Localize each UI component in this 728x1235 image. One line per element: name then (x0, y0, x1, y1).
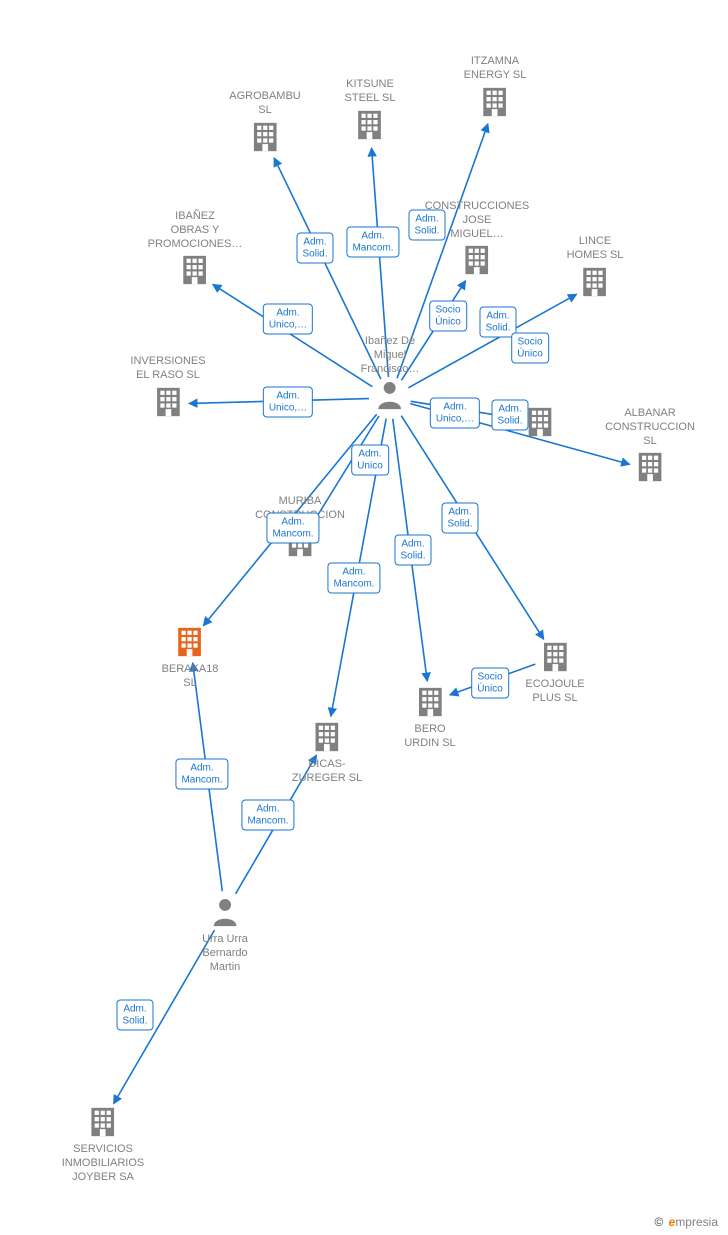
edge-label: Adm. Mancom. (241, 800, 294, 831)
node-dicas[interactable]: DICAS- ZUREGER SL (292, 720, 362, 786)
building-icon (404, 685, 455, 719)
node-label: DICAS- ZUREGER SL (292, 758, 362, 786)
edge-label: Socio Único (429, 301, 467, 332)
building-icon (292, 720, 362, 754)
building-icon (567, 265, 624, 299)
node-label: SERVICIOS INMOBILIARIOS JOYBER SA (62, 1143, 145, 1184)
watermark: © empresia (654, 1215, 718, 1229)
person-icon (361, 378, 420, 412)
edge-label: Adm. Solid. (296, 233, 333, 264)
edge-line (213, 284, 373, 386)
node-inv_raso[interactable]: INVERSIONES EL RASO SL (130, 355, 205, 419)
node-label: BERAKA18 SL (162, 663, 219, 691)
edge-label: Socio Único (511, 333, 549, 364)
edge-label: Adm. Solid. (491, 400, 528, 431)
node-label: ECOJOULE PLUS SL (525, 678, 584, 706)
node-albanar[interactable]: ALBANAR CONSTRUCCION SL (605, 407, 695, 484)
edge-label: Adm. Mancom. (327, 563, 380, 594)
edge-label: Socio Único (471, 668, 509, 699)
edges-layer (0, 0, 728, 1235)
building-icon (425, 243, 530, 277)
edge-label: Adm. Mancom. (175, 759, 228, 790)
building-icon (525, 640, 584, 674)
edge-label: Adm. Unico,… (263, 387, 313, 418)
node-label: KITSUNE STEEL SL (345, 78, 396, 106)
node-label: ITZAMNA ENERGY SL (464, 55, 527, 83)
node-label: AGROBAMBU SL (229, 90, 301, 118)
edge-label: Adm. Unico,… (263, 304, 313, 335)
edge-label: Adm. Solid. (479, 307, 516, 338)
node-person1[interactable]: Ibañez De Miguel Francisco… (361, 335, 420, 412)
building-icon (464, 85, 527, 119)
edge-label: Adm. Unico,… (430, 398, 480, 429)
node-label: Ibañez De Miguel Francisco… (361, 335, 420, 376)
node-label: IBAÑEZ OBRAS Y PROMOCIONES… (148, 210, 243, 251)
node-person2[interactable]: Urra Urra Bernardo Martin (202, 895, 248, 974)
building-icon (345, 108, 396, 142)
edge-label: Adm. Solid. (408, 210, 445, 241)
node-label: BERO URDIN SL (404, 723, 455, 751)
node-itzamna[interactable]: ITZAMNA ENERGY SL (464, 55, 527, 119)
brand-rest: mpresia (675, 1215, 718, 1229)
node-kitsune[interactable]: KITSUNE STEEL SL (345, 78, 396, 142)
node-lince[interactable]: LINCE HOMES SL (567, 235, 624, 299)
node-label: Urra Urra Bernardo Martin (202, 933, 248, 974)
node-ibanez_op[interactable]: IBAÑEZ OBRAS Y PROMOCIONES… (148, 210, 243, 287)
edge-label: Adm. Mancom. (266, 513, 319, 544)
node-agrobambu[interactable]: AGROBAMBU SL (229, 90, 301, 154)
building-icon (229, 120, 301, 154)
edge-label: Adm. Solid. (394, 535, 431, 566)
node-label: LINCE HOMES SL (567, 235, 624, 263)
node-beraka[interactable]: BERAKA18 SL (162, 625, 219, 691)
node-servicios[interactable]: SERVICIOS INMOBILIARIOS JOYBER SA (62, 1105, 145, 1184)
node-label: ALBANAR CONSTRUCCION SL (605, 407, 695, 448)
building-icon (605, 450, 695, 484)
node-bero[interactable]: BERO URDIN SL (404, 685, 455, 751)
building-icon (62, 1105, 145, 1139)
building-icon (148, 253, 243, 287)
edge-label: Adm. Solid. (441, 503, 478, 534)
building-icon (130, 385, 205, 419)
edge-label: Adm. Mancom. (346, 227, 399, 258)
node-ecojoule[interactable]: ECOJOULE PLUS SL (525, 640, 584, 706)
node-label: INVERSIONES EL RASO SL (130, 355, 205, 383)
building-icon (162, 625, 219, 659)
person-icon (202, 895, 248, 929)
copyright-symbol: © (654, 1215, 663, 1229)
edge-label: Adm. Unico (351, 445, 389, 476)
edge-label: Adm. Solid. (116, 1000, 153, 1031)
